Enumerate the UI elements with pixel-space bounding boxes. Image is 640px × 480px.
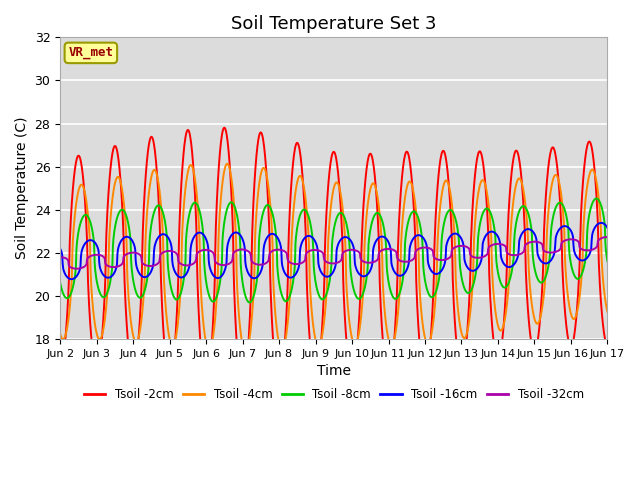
Line: Tsoil -32cm: Tsoil -32cm	[60, 237, 607, 269]
Tsoil -8cm	[128, 265, 136, 271]
Tsoil -32cm	[73, 266, 81, 272]
Y-axis label: Soil Temperature (C): Soil Temperature (C)	[15, 117, 29, 259]
Line: Tsoil -16cm: Tsoil -16cm	[60, 223, 607, 279]
Tsoil -16cm	[56, 246, 64, 252]
Tsoil -4cm	[453, 293, 461, 299]
Tsoil -2cm	[202, 381, 209, 386]
Tsoil -16cm	[452, 231, 460, 237]
Tsoil -32cm	[56, 254, 64, 260]
Tsoil -16cm	[202, 236, 209, 241]
Tsoil -4cm	[260, 166, 268, 171]
Tsoil -4cm	[604, 309, 611, 315]
Tsoil -4cm	[223, 161, 231, 167]
Tsoil -16cm	[604, 225, 611, 231]
Tsoil -2cm	[340, 290, 348, 296]
Tsoil -8cm	[452, 219, 460, 225]
Tsoil -2cm	[453, 343, 461, 349]
Tsoil -4cm	[56, 331, 64, 336]
Tsoil -32cm	[339, 250, 347, 256]
Tsoil -8cm	[202, 272, 209, 278]
Tsoil -8cm	[604, 258, 611, 264]
Tsoil -8cm	[260, 207, 268, 213]
Tsoil -16cm	[339, 235, 347, 240]
Tsoil -16cm	[67, 276, 75, 282]
Text: VR_met: VR_met	[68, 47, 113, 60]
Tsoil -2cm	[56, 364, 64, 370]
Tsoil -8cm	[56, 280, 64, 286]
Tsoil -8cm	[246, 300, 253, 305]
Tsoil -4cm	[340, 216, 348, 222]
Title: Soil Temperature Set 3: Soil Temperature Set 3	[231, 15, 436, 33]
Tsoil -16cm	[260, 243, 268, 249]
Tsoil -4cm	[202, 335, 209, 341]
Tsoil -2cm	[128, 367, 136, 372]
Tsoil -2cm	[604, 342, 611, 348]
Tsoil -16cm	[598, 220, 605, 226]
Tsoil -8cm	[339, 212, 347, 217]
Tsoil -2cm	[221, 125, 228, 131]
Line: Tsoil -8cm: Tsoil -8cm	[60, 198, 607, 302]
Tsoil -32cm	[202, 247, 209, 253]
Tsoil -8cm	[568, 267, 576, 273]
Tsoil -4cm	[241, 349, 249, 355]
Tsoil -4cm	[128, 324, 136, 330]
Line: Tsoil -4cm: Tsoil -4cm	[60, 164, 607, 352]
X-axis label: Time: Time	[317, 364, 351, 378]
Tsoil -4cm	[569, 316, 577, 322]
Tsoil -32cm	[129, 250, 136, 255]
Tsoil -32cm	[260, 261, 268, 267]
Line: Tsoil -2cm: Tsoil -2cm	[60, 128, 607, 387]
Tsoil -8cm	[593, 195, 600, 201]
Legend: Tsoil -2cm, Tsoil -4cm, Tsoil -8cm, Tsoil -16cm, Tsoil -32cm: Tsoil -2cm, Tsoil -4cm, Tsoil -8cm, Tsoi…	[79, 383, 588, 406]
Tsoil -2cm	[569, 339, 577, 345]
Tsoil -16cm	[129, 238, 136, 243]
Tsoil -32cm	[604, 234, 611, 240]
Tsoil -32cm	[568, 237, 576, 242]
Tsoil -32cm	[452, 244, 460, 250]
Tsoil -2cm	[260, 148, 268, 154]
Tsoil -16cm	[568, 231, 576, 237]
Tsoil -2cm	[239, 384, 246, 390]
